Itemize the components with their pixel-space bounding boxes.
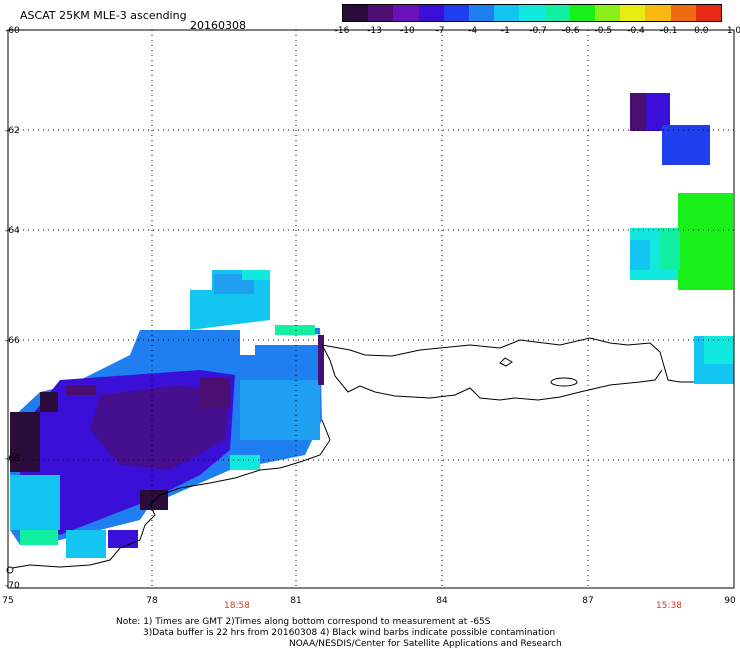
colorbar-swatch bbox=[418, 5, 444, 21]
colorbar-label: -0.4 bbox=[627, 26, 645, 36]
colorbar-labels: -16 -13 -10 -7 -4 -1 -0.7 -0.6 -0.5 -0.4 -0.1 0.0 1.… bbox=[330, 26, 740, 38]
pass-time-label: 15:38 bbox=[656, 601, 682, 611]
colorbar-swatch bbox=[620, 5, 646, 21]
colorbar-label: -4 bbox=[468, 26, 478, 36]
lon-label: 84 bbox=[436, 596, 448, 606]
colorbar-swatch bbox=[595, 5, 621, 21]
lat-label: -64 bbox=[5, 226, 20, 236]
colorbar-swatch bbox=[695, 5, 722, 21]
note-line-2: 3)Data buffer is 22 hrs from 20160308 4)… bbox=[143, 628, 556, 638]
colorbar-swatch bbox=[519, 5, 545, 21]
colorbar-label: -0.5 bbox=[594, 26, 613, 36]
lat-label: -68 bbox=[5, 454, 20, 464]
colorbar-label: -7 bbox=[435, 26, 445, 36]
colorbar-swatch bbox=[569, 5, 596, 21]
grid bbox=[8, 30, 734, 588]
lat-label: -70 bbox=[5, 581, 20, 591]
lat-label: -66 bbox=[5, 336, 20, 346]
product-title: ASCAT 25KM MLE-3 ascending bbox=[20, 9, 187, 22]
colorbar-label: 0.0 bbox=[694, 26, 709, 36]
lon-label: 90 bbox=[724, 596, 736, 606]
map-frame bbox=[7, 29, 735, 589]
lat-label: -62 bbox=[5, 126, 20, 136]
colorbar-label: -10 bbox=[399, 26, 415, 36]
lat-label: -60 bbox=[5, 26, 20, 36]
colorbar-label: -0.6 bbox=[561, 26, 580, 36]
colorbar-swatch bbox=[393, 5, 419, 21]
colorbar-label: -0.1 bbox=[659, 26, 678, 36]
colorbar-swatch bbox=[645, 5, 671, 21]
colorbar-swatch bbox=[343, 5, 369, 21]
product-date: 20160308 bbox=[190, 19, 246, 32]
colorbar-swatch bbox=[544, 5, 570, 21]
colorbar-label: -1 bbox=[500, 26, 510, 36]
data-swath-right bbox=[630, 93, 734, 384]
lon-label: 87 bbox=[582, 596, 594, 606]
colorbar-label: 1.0 bbox=[726, 26, 740, 36]
colorbar-swatch bbox=[469, 5, 495, 21]
colorbar-swatch bbox=[443, 5, 470, 21]
colorbar bbox=[342, 4, 722, 22]
colorbar-label: -13 bbox=[367, 26, 383, 36]
colorbar-swatch bbox=[494, 5, 520, 21]
coastline bbox=[6, 337, 694, 574]
lon-label: 75 bbox=[2, 596, 14, 606]
colorbar-label: -0.7 bbox=[529, 26, 547, 36]
pass-time-label: 18:58 bbox=[224, 601, 250, 611]
note-line-3: NOAA/NESDIS/Center for Satellite Applica… bbox=[289, 639, 562, 649]
lon-label: 78 bbox=[146, 596, 158, 606]
lon-label: 81 bbox=[290, 596, 302, 606]
note-line-1: Note: 1) Times are GMT 2)Times along bot… bbox=[116, 617, 491, 627]
colorbar-swatch bbox=[670, 5, 696, 21]
colorbar-swatch bbox=[368, 5, 394, 21]
data-swath-left bbox=[10, 270, 324, 558]
colorbar-label: -16 bbox=[334, 26, 350, 36]
